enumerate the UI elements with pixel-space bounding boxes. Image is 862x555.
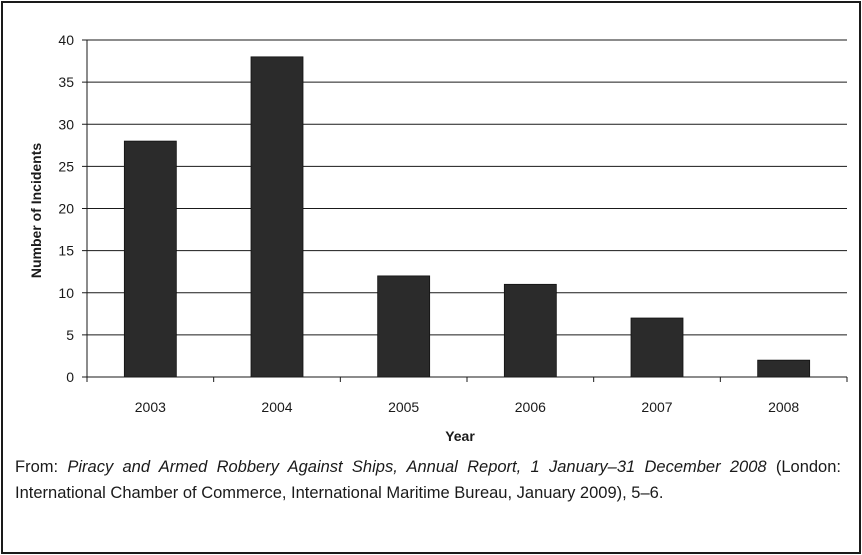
y-tick-label: 35 — [58, 74, 74, 90]
y-axis-ticks: 0 5 10 15 20 25 30 35 40 — [58, 32, 87, 385]
y-tick-label: 40 — [58, 32, 74, 48]
x-tick-label: 2006 — [515, 399, 546, 415]
bar-2003 — [123, 140, 177, 378]
y-axis-title: Number of Incidents — [28, 143, 44, 279]
bar-2007 — [630, 317, 684, 378]
y-tick-label: 10 — [58, 285, 74, 301]
y-tick-label: 30 — [58, 116, 74, 132]
y-tick-label: 20 — [58, 201, 74, 217]
y-tick-label: 15 — [58, 243, 74, 259]
x-tick-label: 2005 — [388, 399, 419, 415]
bar-2004 — [250, 56, 304, 378]
y-tick-label: 5 — [66, 327, 74, 343]
y-tick-label: 0 — [66, 369, 74, 385]
x-axis-ticks: 2003 2004 2005 2006 2007 2008 — [86, 377, 848, 415]
caption-publication-details: (London: International Chamber of Commer… — [15, 458, 841, 502]
x-tick-label: 2003 — [135, 399, 166, 415]
grid-lines — [87, 39, 847, 336]
bar-2008 — [757, 359, 811, 378]
x-tick-label: 2004 — [261, 399, 292, 415]
bar-2006 — [503, 283, 557, 378]
source-caption: From: Piracy and Armed Robbery Against S… — [15, 454, 841, 506]
caption-prefix: From: — [15, 458, 68, 476]
x-axis-title: Year — [445, 428, 475, 444]
bars — [123, 56, 811, 378]
y-tick-label: 25 — [58, 158, 74, 174]
x-tick-label: 2008 — [768, 399, 799, 415]
x-tick-label: 2007 — [641, 399, 672, 415]
bar-2005 — [377, 275, 431, 378]
caption-report-title: Piracy and Armed Robbery Against Ships, … — [67, 458, 767, 476]
